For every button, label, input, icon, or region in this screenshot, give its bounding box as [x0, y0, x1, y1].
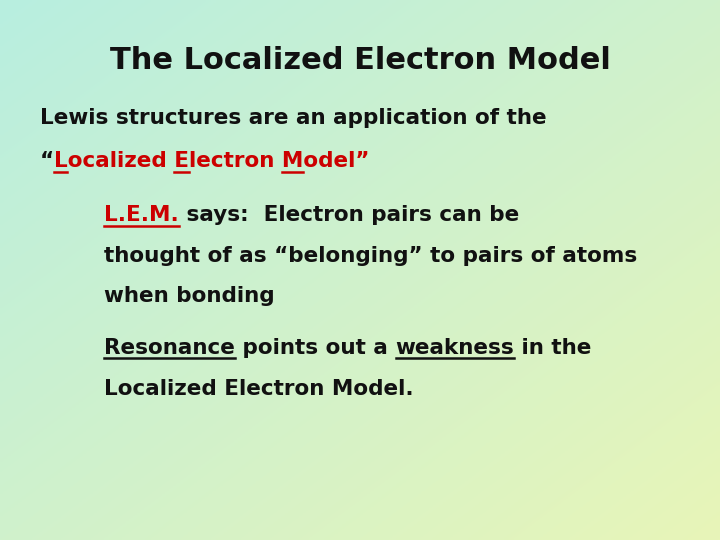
Text: L.E.M.: L.E.M. [104, 205, 179, 225]
Text: Resonance: Resonance [104, 338, 235, 357]
Text: weakness: weakness [396, 338, 514, 357]
Text: “: “ [40, 151, 54, 171]
Text: Localized Electron Model.: Localized Electron Model. [104, 379, 414, 399]
Text: in the: in the [514, 338, 592, 357]
Text: when bonding: when bonding [104, 286, 275, 306]
Text: Localized Electron Model”: Localized Electron Model” [54, 151, 369, 171]
Text: says:  Electron pairs can be: says: Electron pairs can be [179, 205, 519, 225]
Text: Lewis structures are an application of the: Lewis structures are an application of t… [40, 108, 546, 128]
Text: thought of as “belonging” to pairs of atoms: thought of as “belonging” to pairs of at… [104, 246, 638, 266]
Text: The Localized Electron Model: The Localized Electron Model [109, 46, 611, 75]
Text: points out a: points out a [235, 338, 396, 357]
